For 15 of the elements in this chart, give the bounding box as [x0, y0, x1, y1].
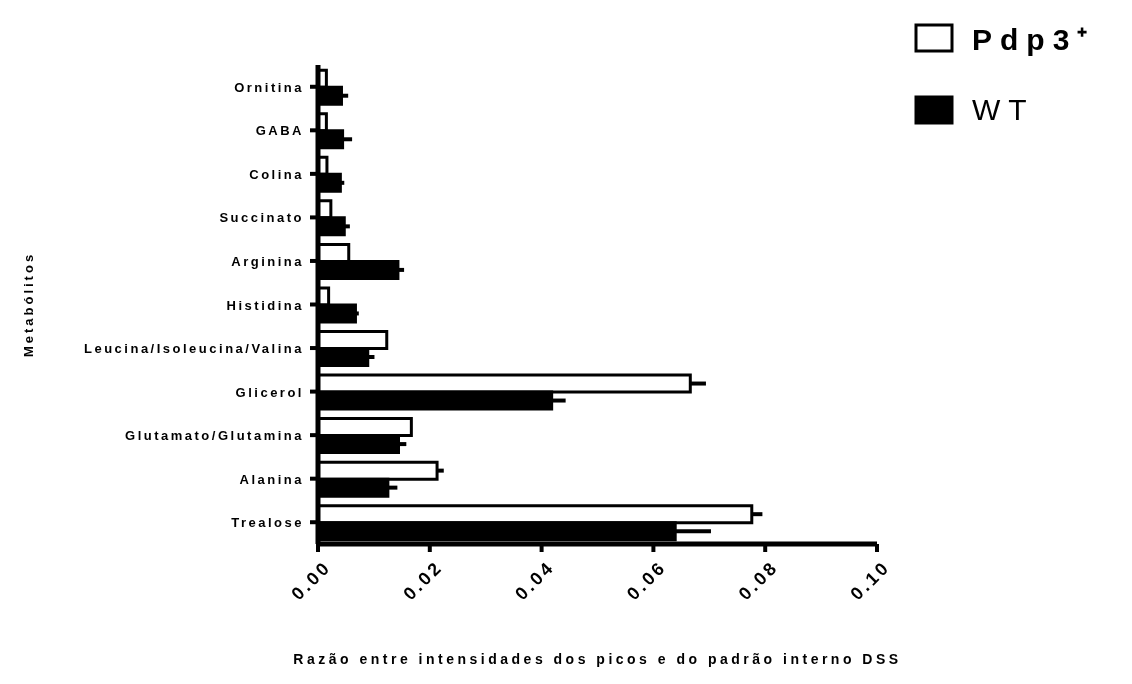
y-tick-label: Histidina — [226, 297, 304, 313]
y-tick-label: Arginina — [231, 253, 304, 269]
y-tick-label: Colina — [249, 166, 304, 182]
y-tick-label: Glutamato/Glutamina — [125, 428, 304, 444]
y-tick-label: GABA — [255, 123, 304, 139]
legend-label: WT — [972, 93, 1035, 127]
legend-label: Pdp3⁺ — [972, 21, 1096, 58]
y-tick-label: Alanina — [239, 471, 304, 487]
y-tick-label: Succinato — [219, 210, 304, 226]
y-tick-label: Glicerol — [235, 384, 304, 400]
y-axis-title: Metabólitos — [20, 251, 36, 358]
y-tick-label: Ornitina — [234, 79, 304, 95]
x-axis-title: Razão entre intensidades dos picos e do padrão interno DSS — [293, 651, 902, 667]
y-tick-label: Trealose — [231, 515, 304, 531]
y-tick-label: Leucina/Isoleucina/Valina — [83, 341, 304, 357]
